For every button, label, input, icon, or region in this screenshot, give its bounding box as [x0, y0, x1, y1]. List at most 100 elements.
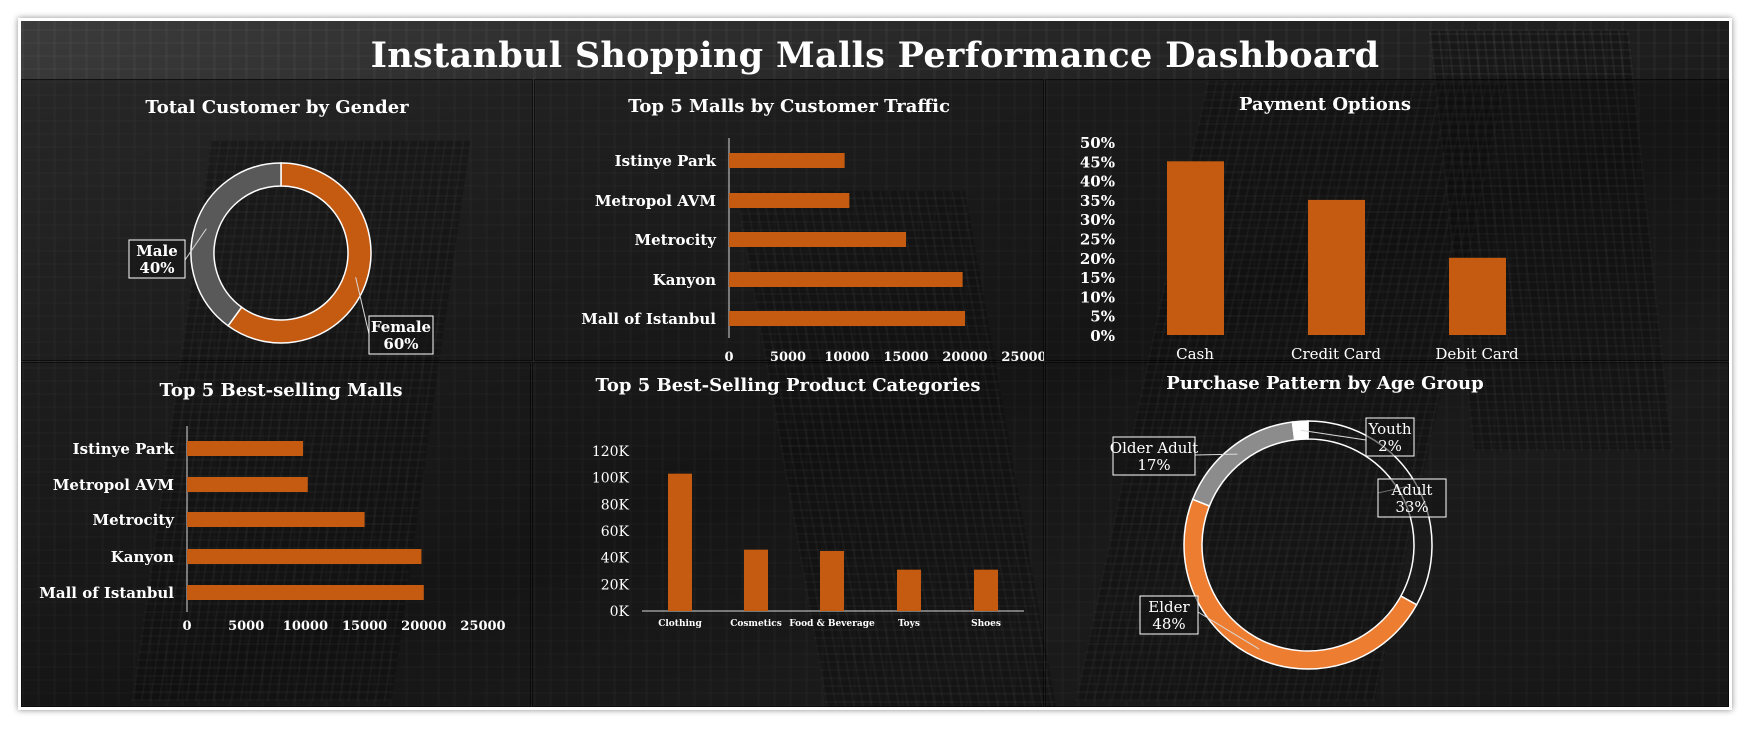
pie-slice-female [227, 162, 372, 344]
y-tick-label: 20% [1080, 250, 1115, 268]
bar [729, 272, 963, 287]
chart-title: Purchase Pattern by Age Group [1166, 373, 1484, 394]
data-label-box [1139, 595, 1199, 635]
category-label: Kanyon [653, 271, 716, 289]
pie-slice-male [190, 162, 282, 327]
category-label: Istinye Park [73, 440, 175, 458]
panel-gender: Total Customer by Gender Female 60% Male 40… [21, 79, 533, 361]
data-label-box [128, 239, 186, 279]
y-tick-label: 10% [1080, 288, 1115, 306]
dashboard: Instanbul Shopping Malls Performance Das… [21, 21, 1729, 707]
y-tick-label: 30% [1080, 211, 1115, 229]
data-label-box [1112, 436, 1196, 476]
category-label: Metropol AVM [595, 192, 716, 210]
x-tick-label: 10000 [283, 619, 328, 634]
bar [729, 232, 906, 247]
category-label: Metropol AVM [53, 476, 174, 494]
data-label-value: 60% [383, 335, 418, 353]
bar [1167, 161, 1224, 335]
bar [187, 477, 308, 492]
data-label-value: 48% [1152, 615, 1185, 633]
pie-slice-youth [1291, 420, 1309, 441]
bar [820, 551, 844, 611]
bar [1449, 257, 1506, 335]
chart-title: Top 5 Best-selling Malls [159, 380, 403, 401]
data-label-value: 40% [139, 259, 174, 277]
leader-line [355, 277, 370, 335]
bar [187, 441, 304, 456]
data-label-value: 33% [1395, 498, 1428, 516]
data-label-value: 2% [1378, 437, 1402, 455]
panel-payment: Payment Options 0% 5% 10% 15% 20% 25% 30% 35% 40… [1045, 79, 1729, 361]
x-tick-label: 0 [182, 619, 191, 634]
category-label: Food & Beverage [789, 619, 875, 629]
y-tick-label: 40K [601, 551, 630, 567]
x-tick-label: 0 [724, 350, 733, 361]
chart-title: Top 5 Best-Selling Product Categories [595, 375, 981, 396]
y-tick-label: 15% [1080, 269, 1115, 287]
y-tick-label: 40% [1080, 173, 1115, 191]
y-tick-label: 60K [601, 524, 630, 540]
y-tick-label: 50% [1080, 134, 1115, 152]
bar [729, 153, 845, 168]
bar [187, 549, 422, 564]
y-tick-label: 45% [1080, 153, 1115, 171]
bar [729, 311, 965, 326]
y-tick-label: 0K [610, 604, 630, 620]
x-tick-label: 5000 [770, 350, 806, 361]
data-label-value: 17% [1137, 456, 1170, 474]
y-tick-label: 25% [1080, 231, 1115, 249]
category-label: Metrocity [93, 511, 176, 529]
payment-bar-chart: 0%5% 10%15%20%25% 30%35%40% 45%50% Cash Credi… [1080, 134, 1519, 361]
data-label-name: Youth [1368, 420, 1412, 438]
leader-line [1300, 429, 1367, 441]
x-tick-label: 20000 [942, 350, 987, 361]
bar [897, 569, 921, 611]
bar [187, 585, 424, 600]
y-tick-label: 5% [1090, 308, 1115, 326]
panel-product-categories: Top 5 Best-Selling Product Categories 0K… [532, 362, 1044, 707]
panel-traffic: Top 5 Malls by Customer Traffic Istinye … [534, 79, 1044, 361]
bar [729, 193, 850, 208]
data-label-name: Elder [1148, 598, 1190, 616]
y-tick-label: 80K [601, 497, 630, 513]
y-tick-label: 35% [1080, 192, 1115, 210]
dashboard-frame: Instanbul Shopping Malls Performance Das… [18, 18, 1732, 710]
bar [744, 549, 768, 611]
category-label: Mall of Istanbul [39, 584, 174, 602]
x-tick-label: 20000 [401, 619, 446, 634]
y-tick-label: 120K [592, 444, 630, 460]
bar [1308, 199, 1365, 335]
y-tick-label: 100K [592, 471, 630, 487]
leader-line [184, 228, 207, 261]
leader-line [1194, 453, 1238, 456]
x-tick-label: 15000 [883, 350, 928, 361]
data-label-box [1377, 478, 1447, 518]
category-label: Kanyon [111, 548, 174, 566]
category-label: Cosmetics [730, 619, 782, 629]
pie-slice-elder [1183, 498, 1418, 670]
traffic-bar-chart: Istinye Park Metropol AVM Metrocity Kanyon M… [581, 138, 1044, 361]
leader-line [1197, 611, 1260, 650]
x-tick-label: 10000 [824, 350, 869, 361]
category-label: Clothing [658, 619, 702, 629]
x-tick-label: 25000 [460, 619, 505, 634]
panel-best-selling-malls: Top 5 Best-selling Malls Istinye Park Met… [21, 362, 531, 707]
data-label-box [368, 315, 434, 355]
x-tick-label: 25000 [1001, 350, 1044, 361]
chart-title: Total Customer by Gender [145, 97, 409, 118]
data-label-name: Female [371, 318, 431, 336]
data-label-name: Adult [1391, 481, 1433, 499]
y-tick-label: 20K [601, 577, 630, 593]
dashboard-title: Instanbul Shopping Malls Performance Das… [370, 35, 1380, 76]
x-tick-label: 5000 [228, 619, 264, 634]
chart-title: Top 5 Malls by Customer Traffic [628, 96, 950, 117]
data-label-name: Male [136, 242, 178, 260]
bar [187, 512, 365, 527]
bar [974, 569, 998, 611]
category-label: Metrocity [635, 231, 718, 249]
data-label-name: Older Adult [1110, 439, 1198, 457]
category-label: Toys [898, 619, 920, 629]
